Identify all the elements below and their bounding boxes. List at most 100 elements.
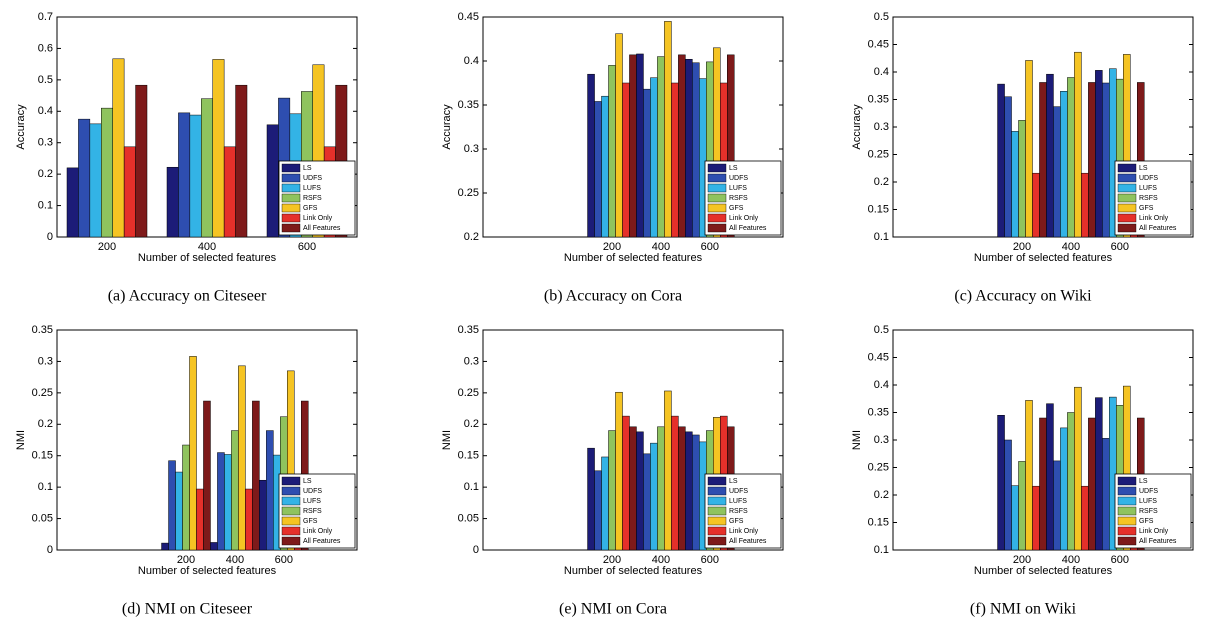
- legend-swatch: [281, 526, 301, 536]
- bar: [692, 62, 700, 238]
- y-tick-label: 0.25: [458, 187, 479, 199]
- legend-label: LS: [729, 478, 738, 485]
- legend-swatch: [281, 516, 301, 526]
- bar: [1088, 82, 1096, 238]
- x-tick-label: 200: [603, 241, 621, 253]
- x-tick-label: 200: [177, 554, 195, 566]
- legend-swatch: [1117, 526, 1137, 536]
- x-axis-label: Number of selected features: [138, 565, 277, 577]
- bar: [66, 167, 79, 238]
- legend-label: LUFS: [1139, 498, 1157, 505]
- legend-swatch: [281, 173, 301, 183]
- y-axis-label: NMI: [15, 430, 27, 450]
- y-tick-label: 0.5: [38, 74, 53, 86]
- bar: [1011, 131, 1019, 238]
- legend-label: RSFS: [303, 508, 322, 515]
- bar: [266, 430, 274, 551]
- x-tick-label: 200: [1013, 241, 1031, 253]
- x-axis-label: Number of selected features: [138, 252, 277, 264]
- x-axis-label: Number of selected features: [974, 252, 1113, 264]
- caption: (d) NMI on Citeseer: [122, 601, 253, 618]
- bar: [1102, 438, 1110, 551]
- bar: [643, 88, 651, 238]
- y-tick-label: 0.35: [868, 93, 889, 105]
- bar: [1067, 412, 1075, 551]
- legend-label: LUFS: [303, 498, 321, 505]
- bar: [587, 73, 595, 238]
- y-tick-label: 0.1: [38, 199, 53, 211]
- legend-swatch: [1117, 213, 1137, 223]
- y-tick-label: 0.25: [868, 148, 889, 160]
- caption: (e) NMI on Cora: [559, 601, 667, 618]
- bar: [1011, 485, 1019, 551]
- y-tick-label: 0.05: [458, 512, 479, 524]
- y-tick-label: 0.15: [868, 516, 889, 528]
- caption: (f) NMI on Wiki: [970, 601, 1077, 618]
- bar: [1074, 386, 1082, 551]
- y-tick-label: 0.15: [868, 203, 889, 215]
- bar: [223, 146, 236, 238]
- bar: [650, 77, 658, 238]
- y-tick-label: 0.25: [458, 387, 479, 399]
- y-tick-label: 0.25: [868, 461, 889, 473]
- bar: [678, 426, 686, 551]
- bar: [615, 391, 623, 551]
- legend-swatch: [1117, 193, 1137, 203]
- bar: [1018, 120, 1026, 238]
- y-tick-label: 0.3: [38, 137, 53, 149]
- bar: [259, 479, 267, 551]
- legend-swatch: [707, 163, 727, 173]
- y-tick-label: 0: [47, 231, 53, 243]
- x-tick-label: 400: [1062, 241, 1080, 253]
- legend-swatch: [281, 223, 301, 233]
- bar: [997, 83, 1005, 238]
- bar: [636, 53, 644, 238]
- y-tick-label: 0.2: [464, 231, 479, 243]
- legend-label: RSFS: [729, 508, 748, 515]
- legend-swatch: [1117, 203, 1137, 213]
- legend-swatch: [281, 496, 301, 506]
- bar: [1032, 172, 1040, 238]
- bar: [1095, 397, 1103, 551]
- bar: [168, 460, 176, 551]
- y-tick-label: 0.15: [458, 450, 479, 462]
- bar: [201, 98, 213, 238]
- bar: [594, 101, 602, 238]
- legend-swatch: [707, 223, 727, 233]
- bar: [671, 415, 679, 551]
- bar: [629, 54, 637, 238]
- legend-label: All Features: [729, 538, 767, 545]
- bar: [166, 166, 179, 238]
- bar: [594, 470, 602, 551]
- legend-label: RSFS: [303, 195, 322, 202]
- y-axis-label: NMI: [851, 430, 863, 450]
- bar: [1095, 70, 1103, 238]
- legend-label: GFS: [1139, 518, 1154, 525]
- bar: [182, 444, 190, 551]
- bar: [238, 365, 246, 551]
- y-tick-label: 0.1: [464, 481, 479, 493]
- x-tick-label: 600: [1111, 554, 1129, 566]
- y-tick-label: 0.4: [874, 379, 889, 391]
- bar: [1004, 96, 1012, 238]
- legend-swatch: [1117, 496, 1137, 506]
- bar: [1032, 485, 1040, 551]
- legend-label: UDFS: [1139, 488, 1158, 495]
- x-tick-label: 200: [603, 554, 621, 566]
- legend-label: Link Only: [729, 215, 759, 222]
- y-tick-label: 0.2: [874, 176, 889, 188]
- x-tick-label: 400: [198, 241, 216, 253]
- legend-label: All Features: [1139, 225, 1177, 232]
- bar: [657, 426, 665, 551]
- y-tick-label: 0.1: [874, 231, 889, 243]
- y-tick-label: 0.1: [38, 481, 53, 493]
- x-tick-label: 600: [298, 241, 316, 253]
- bar: [161, 542, 169, 551]
- bar: [245, 488, 253, 551]
- bar: [1060, 91, 1068, 238]
- legend-label: GFS: [303, 518, 318, 525]
- legend-swatch: [1117, 223, 1137, 233]
- bar: [1081, 485, 1089, 551]
- y-tick-label: 0.35: [32, 324, 53, 336]
